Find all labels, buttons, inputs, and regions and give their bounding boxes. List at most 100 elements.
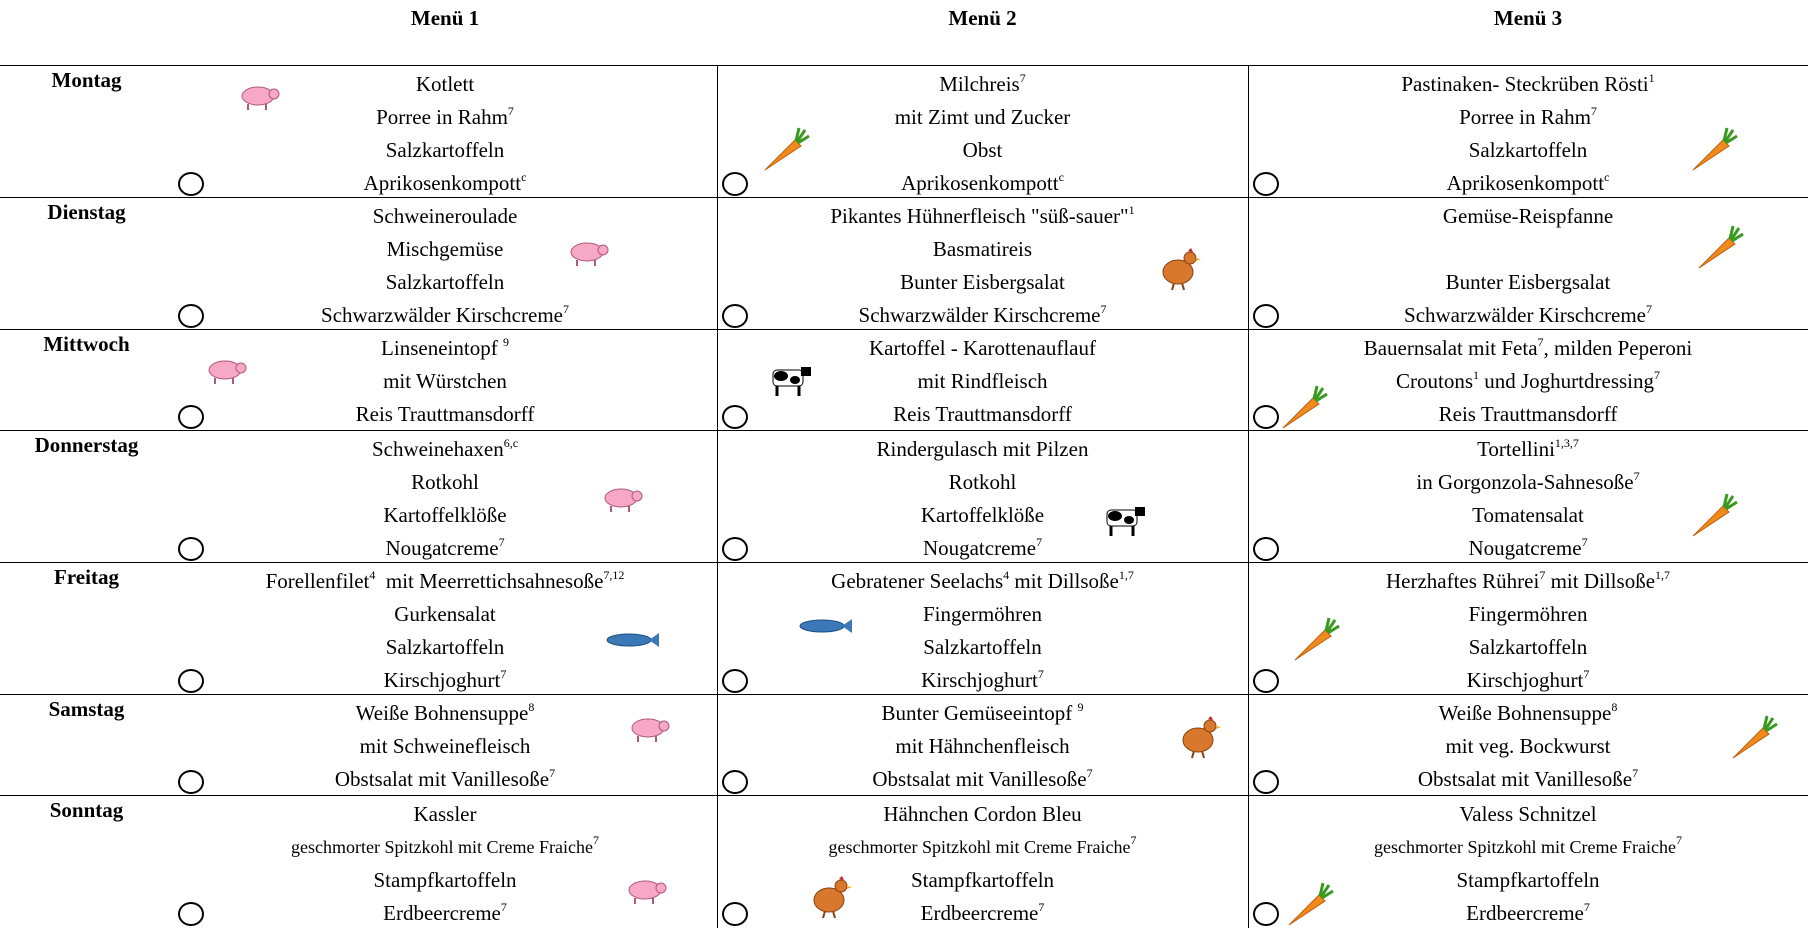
column-divider [1248,563,1249,695]
menu-line: Gemüse-Reispfanne [1248,200,1808,233]
menu-line: Nougatcreme7 [717,532,1248,565]
dish-text: Herzhaftes Rührei [1385,569,1540,593]
menu-line: Porree in Rahm7 [173,101,717,134]
dish-text: Kotlett [415,72,475,96]
fish-icon [799,619,852,633]
column-divider [717,695,718,796]
checkbox-circle [178,304,204,328]
dish-text: Basmatireis [932,237,1033,261]
allergen-note: 7 [1632,766,1639,780]
carrot-icon [764,127,810,171]
allergen-note: 9 [502,335,509,349]
menu-line: geschmorter Spitzkohl mit Creme Fraiche7 [1248,831,1808,864]
menu-line: Aprikosenkompottc [1248,167,1808,200]
allergen-note: 7 [1583,667,1590,681]
menu-line: Schwarzwälder Kirschcreme7 [717,299,1248,332]
checkbox-circle [1253,537,1279,561]
checkbox-circle [178,770,204,794]
dish-text: Kirschjoghurt [921,668,1038,692]
dish-text: Weiße Bohnensuppe [1438,701,1612,725]
menu-line: Salzkartoffeln [173,134,717,167]
dish-text: Salzkartoffeln [1468,138,1588,162]
dish-text: , milden Peperoni [1543,336,1693,360]
dish-text: Schwarzwälder Kirschcreme [858,303,1101,327]
allergen-note: 7 [1645,302,1652,316]
menu-line: Stampfkartoffeln [717,864,1248,897]
allergen-note: c [1604,170,1610,184]
menu-line: Salzkartoffeln [173,631,717,664]
dish-text: Rotkohl [948,470,1017,494]
dish-text: Aprikosenkompott [1446,171,1605,195]
menu-line: Erdbeercreme7 [717,897,1248,929]
menu-line: Kartoffelklöße [173,499,717,532]
menu-line: Salzkartoffeln [1248,631,1808,664]
dish-text: mit Hähnchenfleisch [895,734,1070,758]
checkbox-circle [1253,405,1279,429]
menu-line: Nougatcreme7 [173,532,717,565]
dish-text: Erdbeercreme [920,901,1039,925]
checkbox-circle [1253,770,1279,794]
allergen-note: 4 [369,568,376,582]
menu-line: Kartoffelklöße [717,499,1248,532]
allergen-note: 7 [1590,104,1597,118]
checkbox-circle [1253,669,1279,693]
allergen-note: 1,3,7 [1554,436,1579,450]
chicken-icon [813,876,852,919]
checkbox-circle [722,304,748,328]
menu-line: mit Zimt und Zucker [717,101,1248,134]
pig-icon [570,242,609,266]
checkbox-circle [722,669,748,693]
dish-text: Nougatcreme [922,536,1037,560]
dish-text: Bunter Eisbergsalat [1445,270,1611,294]
menu-line: Herzhaftes Rührei7 mit Dillsoße1,7 [1248,565,1808,598]
menu-line: mit Schweinefleisch [173,730,717,763]
dish-text: Stampfkartoffeln [373,868,517,892]
menu-line: Obstsalat mit Vanillesoße7 [717,763,1248,796]
menu-header: Menü 2 [948,6,1017,30]
dish-text: mit Meerrettichsahnesoße [375,569,604,593]
menu-line: Tomatensalat [1248,499,1808,532]
dish-text: mit Dillsoße [1545,569,1656,593]
menu-line: Basmatireis [717,233,1248,266]
dish-text: Tortellini [1477,437,1555,461]
menu-line: Valess Schnitzel [1248,798,1808,831]
dish-text: Kartoffelklöße [920,503,1045,527]
carrot-icon [1692,493,1738,537]
menu-line: Obstsalat mit Vanillesoße7 [173,763,717,796]
menu-line: Croutons1 und Joghurtdressing7 [1248,365,1808,398]
allergen-note: 7 [1581,535,1588,549]
menu-line: Fingermöhren [717,598,1248,631]
row-divider [0,562,1808,563]
dish-text: Aprikosenkompott [363,171,522,195]
menu-line: Reis Trauttmansdorff [173,398,717,431]
menu-line: Hähnchen Cordon Bleu [717,798,1248,831]
dish-text: Valess Schnitzel [1459,802,1597,826]
dish-text: Croutons [1395,369,1473,393]
dish-text: Salzkartoffeln [1468,635,1588,659]
allergen-note: 7 [1654,368,1660,382]
column-divider [717,330,718,431]
column-divider [717,563,718,695]
dish-text: Fingermöhren [923,602,1042,626]
dish-text: Fingermöhren [1468,602,1588,626]
dish-text: Schweinehaxen [371,437,504,461]
menu-line: Tortellini1,3,7 [1248,433,1808,466]
menu-line: mit Rindfleisch [717,365,1248,398]
menu-line: Aprikosenkompottc [173,167,717,200]
day-name: Mittwoch [43,332,130,356]
allergen-note: 7 [1019,71,1026,85]
menu-line: Erdbeercreme7 [1248,897,1808,929]
dish-text: mit Rindfleisch [917,369,1048,393]
dish-text: Obst [962,138,1003,162]
menu-line: Gurkensalat [173,598,717,631]
dish-text: Reis Trauttmansdorff [355,402,535,426]
menu-line: geschmorter Spitzkohl mit Creme Fraiche7 [173,831,717,864]
menu-line: Rotkohl [173,466,717,499]
row-divider [0,694,1808,695]
allergen-note: 1 [1128,203,1135,217]
checkbox-circle [722,770,748,794]
dish-text: Aprikosenkompott [901,171,1059,195]
dish-text: Nougatcreme [385,536,499,560]
dish-text: Mischgemüse [386,237,504,261]
